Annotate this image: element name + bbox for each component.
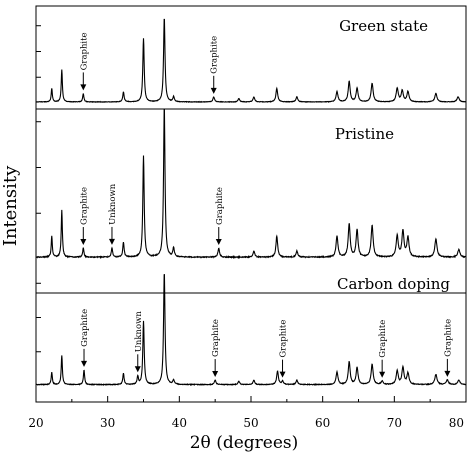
x-tick-label: 30 xyxy=(100,416,115,430)
y-axis-label: Intensity xyxy=(0,165,21,246)
xrd-pattern-line xyxy=(35,18,466,104)
annotation-arrow: Graphite xyxy=(79,187,89,246)
x-tick-label: 70 xyxy=(387,416,402,430)
xrd-pattern-line xyxy=(35,109,467,259)
annotation-label: Graphite xyxy=(279,320,289,358)
annotation-arrow: Unknown xyxy=(108,183,118,245)
xrd-panels: Green state Graphite Graphite Pristine Graph… xyxy=(35,17,467,387)
panel-title: Pristine xyxy=(335,125,394,143)
annotation-label: Graphite xyxy=(79,187,89,225)
panel-green-state: Green state Graphite Graphite xyxy=(35,17,466,104)
annotation-label: Graphite xyxy=(215,187,225,225)
panel-title: Carbon doping xyxy=(337,275,450,293)
annotation-label: Graphite xyxy=(79,32,89,70)
plot-border xyxy=(35,5,467,403)
x-tick-label: 20 xyxy=(28,416,43,430)
x-axis-label: 2θ (degrees) xyxy=(190,433,299,453)
annotation-label: Graphite xyxy=(443,319,453,357)
annotation-label: Unknown xyxy=(108,183,118,225)
annotation-arrow: Graphite xyxy=(215,187,225,246)
annotation-arrow: Graphite xyxy=(211,319,221,378)
x-tick-label: 80 xyxy=(449,416,464,430)
x-tick-label: 50 xyxy=(243,416,258,430)
annotation-label: Graphite xyxy=(211,319,221,357)
annotation-arrow: Graphite xyxy=(210,36,220,94)
annotation-label: Graphite xyxy=(210,36,220,74)
panel-title: Green state xyxy=(339,17,428,35)
xrd-pattern-line xyxy=(35,274,467,387)
annotation-arrow: Unknown xyxy=(134,311,144,373)
annotation-arrow: Graphite xyxy=(279,320,289,378)
annotation-arrow: Graphite xyxy=(79,32,89,91)
x-tick-label: 60 xyxy=(315,416,330,430)
annotation-label: Unknown xyxy=(134,311,144,353)
panel-carbon-doping: Carbon doping Graphite Unknown Graphite Grap… xyxy=(35,274,467,387)
panel-pristine: Pristine Graphite Unknown Graphite xyxy=(35,109,467,259)
annotation-arrow: Graphite xyxy=(378,320,388,378)
plot-frame xyxy=(35,5,467,403)
annotation-label: Graphite xyxy=(378,320,388,358)
annotation-label: Graphite xyxy=(80,309,90,347)
x-axis-ticks: 20 30 40 50 60 70 80 xyxy=(28,396,467,430)
x-tick-label: 40 xyxy=(172,416,187,430)
annotation-arrow: Graphite xyxy=(80,309,90,367)
annotation-arrow: Graphite xyxy=(443,319,453,377)
